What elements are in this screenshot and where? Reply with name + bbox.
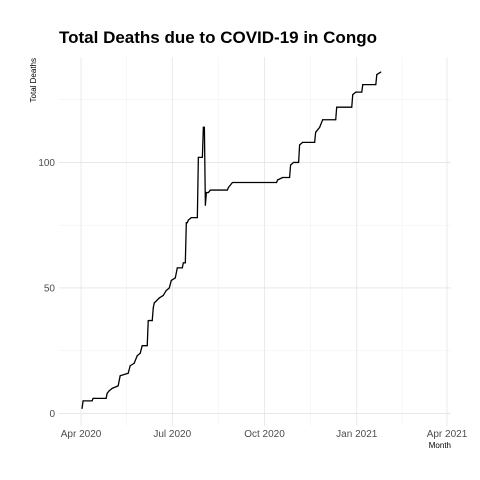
data-point: [136, 355, 138, 357]
data-point: [81, 407, 83, 410]
data-point: [352, 94, 354, 96]
data-point: [351, 106, 353, 108]
data-point: [281, 176, 284, 179]
data-point: [298, 161, 300, 164]
x-axis-title: Month: [429, 441, 451, 450]
data-point: [190, 217, 192, 219]
data-point: [151, 319, 153, 322]
data-point: [106, 392, 108, 394]
x-tick-label: Apr 2020: [61, 429, 102, 440]
data-point: [127, 372, 129, 374]
data-point: [202, 126, 204, 128]
data-point: [153, 302, 155, 304]
data-point: [197, 156, 199, 159]
data-point: [203, 126, 205, 128]
data-point: [111, 387, 113, 389]
data-point: [146, 345, 148, 347]
y-tick-label: 0: [49, 409, 55, 420]
data-point: [209, 189, 211, 191]
data-point: [276, 179, 279, 181]
data-point: [184, 262, 186, 264]
data-point: [117, 385, 119, 387]
data-point: [201, 156, 203, 159]
data-point: [361, 91, 363, 93]
data-point: [182, 262, 184, 264]
data-point: [207, 191, 209, 194]
y-tick-label: 100: [38, 158, 55, 169]
data-point: [152, 307, 154, 309]
data-point: [375, 84, 377, 86]
data-point: [302, 141, 304, 143]
data-point: [129, 365, 131, 367]
data-point: [292, 161, 295, 164]
data-point: [168, 287, 170, 289]
data-point: [187, 219, 189, 221]
data-point: [299, 144, 301, 146]
data-point: [315, 131, 317, 133]
data-point: [158, 297, 160, 299]
series-layer: [81, 71, 382, 410]
data-point: [204, 204, 206, 206]
data-point: [105, 397, 107, 399]
data-point: [362, 84, 364, 86]
grid: [59, 57, 451, 426]
data-point: [231, 181, 234, 184]
data-point: [185, 222, 187, 224]
data-point: [275, 181, 278, 184]
data-point: [162, 294, 164, 297]
data-point: [322, 119, 324, 121]
data-point: [174, 277, 176, 279]
x-tick-label: Apr 2021: [427, 429, 468, 440]
data-point: [170, 279, 172, 282]
y-tick-label: 50: [44, 283, 56, 294]
x-tick-label: Oct 2020: [244, 429, 285, 440]
y-axis-title: Total Deaths: [29, 58, 38, 102]
chart-title: Total Deaths due to COVID-19 in Congo: [59, 28, 377, 47]
data-point: [133, 362, 135, 364]
data-point: [139, 352, 141, 354]
data-point: [226, 189, 229, 191]
data-point: [336, 106, 338, 108]
data-point: [108, 390, 110, 392]
data-point: [196, 217, 198, 219]
data-point: [176, 267, 178, 269]
data-point: [314, 141, 316, 143]
data-point: [186, 222, 188, 224]
data-point: [288, 176, 291, 179]
series-line: [81, 71, 382, 409]
data-point: [319, 126, 321, 128]
y-axis-ticks: 0 50 100: [38, 158, 55, 420]
data-point: [355, 91, 357, 93]
data-point: [92, 397, 94, 399]
data-point: [119, 375, 121, 377]
data-point: [227, 186, 230, 189]
data-point: [205, 191, 207, 194]
data-point: [141, 345, 143, 347]
x-tick-label: Jan 2021: [336, 429, 378, 440]
data-point: [335, 119, 337, 121]
data-point: [380, 71, 382, 73]
x-axis-ticks: Apr 2020 Jul 2020 Oct 2020 Jan 2021 Apr 2021: [61, 429, 468, 440]
data-point: [165, 289, 167, 292]
data-point: [91, 400, 93, 402]
data-point: [376, 73, 378, 76]
data-point: [82, 400, 84, 402]
data-point: [181, 267, 183, 269]
x-tick-label: Jul 2020: [153, 429, 191, 440]
data-point: [289, 164, 292, 166]
data-point: [147, 319, 149, 322]
